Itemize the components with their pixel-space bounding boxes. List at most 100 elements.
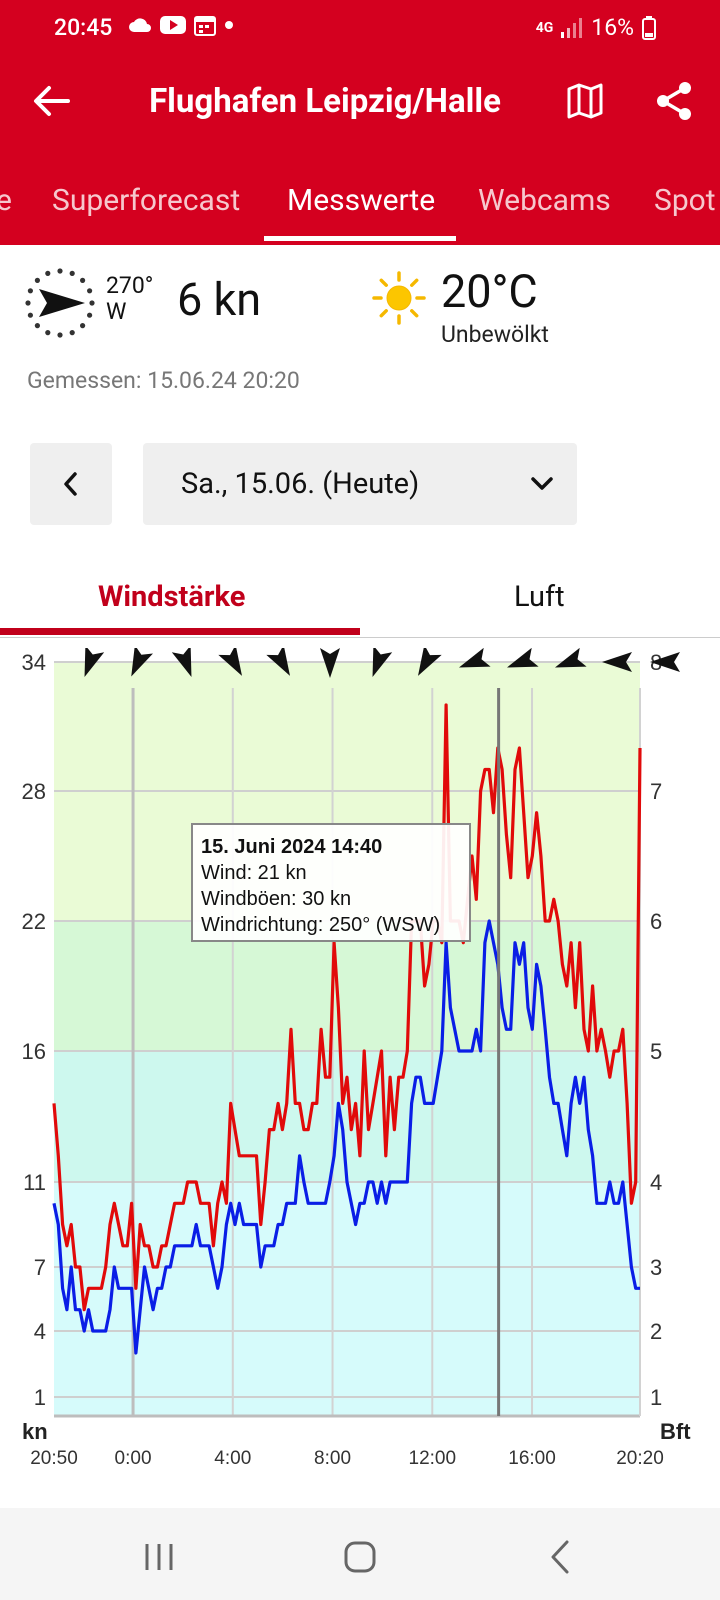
back-arrow-icon[interactable] [30,80,72,122]
network-label: 4G [535,19,554,36]
home-icon[interactable] [335,1532,385,1582]
tab-superforecast[interactable]: Superforecast [52,183,241,218]
y-right-tick-label: 1 [650,1385,662,1410]
wind-direction-degrees: 270° [106,272,154,299]
page-title: Flughafen Leipzig/Halle [149,82,501,121]
active-tab-indicator [264,236,456,241]
tab-webcams[interactable]: Webcams [478,183,611,218]
y-left-tick-label: 7 [34,1255,46,1280]
youtube-icon [160,16,186,34]
y-right-tick-label: 6 [650,909,662,934]
back-nav-icon[interactable] [536,1532,586,1582]
tab-spot[interactable]: Spot [654,183,716,218]
direction-arrow-shape [602,652,632,672]
date-select-value: Sa., 15.06. (Heute) [181,467,420,501]
y-left-tick-label: 11 [23,1170,46,1195]
tab-luft[interactable]: Luft [514,580,565,614]
date-select[interactable]: Sa., 15.06. (Heute) [143,443,577,525]
system-nav-bar [0,1508,720,1600]
x-tick-label: 16:00 [508,1448,556,1469]
y-left-tick-label: 34 [22,650,46,675]
direction-arrow-icon [418,644,442,676]
chart-tabs: Windstärke Luft [0,562,720,638]
dot-icon [225,21,233,29]
notification-icons [128,14,234,36]
direction-arrow-shape [171,645,192,678]
chevron-down-icon [531,477,553,490]
title-bar: Flughafen Leipzig/Halle [0,60,720,150]
cloud-icon [129,18,151,32]
direction-arrow-icon [458,647,491,668]
map-icon[interactable] [566,82,604,120]
y-left-unit-label: kn [22,1419,48,1444]
direction-arrow-shape [506,647,539,668]
y-right-tick-label: 5 [650,1039,662,1064]
direction-arrow-shape [218,644,242,676]
direction-arrow-shape [650,652,680,672]
y-left-tick-label: 28 [22,779,46,804]
y-right-tick-label: 3 [650,1255,662,1280]
direction-arrow-icon [650,652,680,672]
direction-arrow-icon [602,652,632,672]
wind-direction-cardinal: W [106,298,127,325]
y-right-tick-label: 2 [650,1319,662,1344]
direction-arrow-icon [218,644,242,676]
direction-arrow-icon [554,647,587,668]
direction-arrow-icon [506,647,539,668]
direction-arrow-icon [266,644,290,676]
subtab-indicator [0,628,360,635]
tab-previous[interactable]: e [0,183,12,218]
direction-arrow-icon [372,645,393,678]
tooltip-box [191,823,471,942]
x-tick-label: 20:50 [30,1448,78,1469]
wind-chart-svg[interactable]: 11427311416522628734820:500:004:008:0012… [0,644,720,1508]
weather-condition: Unbewölkt [441,321,549,348]
x-tick-label: 0:00 [115,1448,152,1469]
direction-arrow-icon [131,645,153,677]
wind-direction-compass-icon [25,268,95,338]
system-status: 4G 16% [536,14,656,41]
x-tick-label: 12:00 [409,1448,457,1469]
tooltip-line: Wind: 21 kn [201,862,307,884]
calendar-icon [194,16,216,36]
tab-messwerte[interactable]: Messwerte [287,183,436,218]
wind-direction: 270° W [106,273,153,325]
direction-arrow-shape [131,645,153,677]
direction-arrow-shape [372,645,393,678]
recents-icon[interactable] [134,1532,184,1582]
temperature: 20°C [441,265,538,318]
sun-icon [372,271,426,325]
wind-speed: 6 kn [177,273,262,326]
wind-band-1 [54,1051,640,1182]
battery-icon [642,15,656,40]
y-left-tick-label: 16 [22,1039,46,1064]
y-left-tick-label: 4 [34,1319,46,1344]
chevron-left-icon [64,472,77,496]
direction-arrow-shape [458,647,491,668]
tooltip-line: Windrichtung: 250° (WSW) [201,914,440,936]
tab-windstaerke[interactable]: Windstärke [98,580,246,614]
x-tick-label: 20:20 [616,1448,664,1469]
app-header: 20:45 4G 16% Flughafen Leipzig/Halle e S… [0,0,720,245]
current-conditions: 270° W 6 kn 20°C Unbewölkt Gemessen: 15.… [0,245,720,420]
signal-icon [561,17,583,38]
battery-percent: 16% [591,14,634,41]
measured-timestamp: Gemessen: 15.06.24 20:20 [27,367,300,394]
direction-arrow-shape [554,647,587,668]
y-left-tick-label: 22 [22,909,46,934]
wind-chart[interactable]: 11427311416522628734820:500:004:008:0012… [0,644,720,1508]
series-line-wind [52,919,640,1355]
y-right-tick-label: 4 [650,1170,662,1195]
status-time: 20:45 [54,14,113,41]
previous-day-button[interactable] [30,443,112,525]
x-tick-label: 8:00 [314,1448,351,1469]
y-right-tick-label: 7 [650,779,662,804]
direction-arrow-shape [320,648,340,678]
tooltip-line: Windböen: 30 kn [201,888,351,910]
direction-arrow-icon [171,645,192,678]
tooltip-title: 15. Juni 2024 14:40 [201,836,382,858]
status-bar: 20:45 4G 16% [0,0,720,58]
direction-arrow-shape [266,644,290,676]
main-tabs: e Superforecast Messwerte Webcams Spot [0,175,720,245]
share-icon[interactable] [654,80,694,122]
